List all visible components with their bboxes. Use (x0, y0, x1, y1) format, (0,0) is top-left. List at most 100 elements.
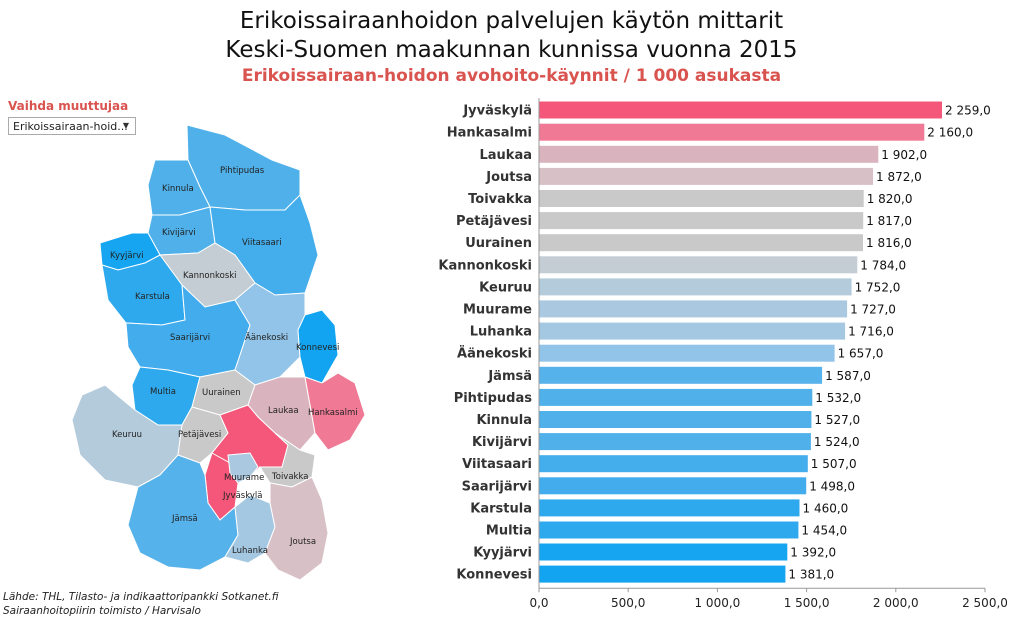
category-label: Pihtipudas (454, 391, 533, 406)
x-tick-label: 1 000,0 (694, 596, 740, 610)
map-region-muurame[interactable] (227, 452, 259, 484)
dropdown-value: Erikoissairaan-hoid... (13, 120, 128, 133)
bar[interactable] (539, 366, 823, 384)
map-label: Kyyjärvi (110, 251, 143, 261)
bar[interactable] (539, 344, 835, 362)
data-label: 1 498,0 (809, 479, 855, 493)
bar[interactable] (539, 388, 813, 406)
bar[interactable] (539, 543, 788, 561)
data-label: 1 784,0 (860, 258, 906, 272)
bar[interactable] (539, 477, 807, 495)
map-label: Saarijärvi (170, 333, 210, 343)
category-label: Saarijärvi (462, 479, 532, 494)
bar[interactable] (539, 322, 846, 340)
bar[interactable] (539, 499, 800, 517)
bar[interactable] (539, 278, 852, 296)
x-tick-label: 1 500,0 (784, 596, 830, 610)
category-label: Toivakka (468, 192, 532, 207)
category-label: Kyyjärvi (473, 546, 532, 561)
category-label: Muurame (463, 302, 532, 317)
map-label: Multia (150, 387, 176, 397)
data-label: 1 872,0 (876, 170, 922, 184)
map-label: Pihtipudas (220, 166, 265, 176)
category-label: Petäjävesi (456, 214, 532, 229)
category-label: Äänekoski (457, 346, 532, 362)
category-label: Kivijärvi (472, 435, 532, 450)
category-label: Joutsa (485, 170, 532, 185)
category-label: Multia (486, 524, 532, 539)
bar[interactable] (539, 145, 879, 163)
data-label: 1 460,0 (803, 501, 849, 515)
x-tick-label: 2 000,0 (873, 596, 919, 610)
bar[interactable] (539, 234, 863, 252)
data-label: 1 527,0 (814, 413, 860, 427)
bar[interactable] (539, 256, 858, 274)
category-label: Hankasalmi (447, 126, 532, 141)
map-label: Karstula (135, 292, 170, 302)
bar[interactable] (539, 167, 873, 185)
chart-title-line2: Keski-Suomen maakunnan kunnissa vuonna 2… (225, 37, 798, 63)
data-label: 1 381,0 (788, 568, 834, 582)
map-label: Äänekoski (245, 332, 288, 343)
category-label: Laukaa (479, 148, 532, 163)
data-label: 1 524,0 (814, 435, 860, 449)
bar[interactable] (539, 300, 848, 318)
bar[interactable] (539, 521, 799, 539)
map-label: Luhanka (232, 546, 268, 556)
data-label: 1 507,0 (811, 457, 857, 471)
source-note-line1: Lähde: THL, Tilasto- ja indikaattoripank… (3, 591, 279, 603)
map-label: Jyväskylä (222, 491, 262, 501)
map-label: Konnevesi (296, 343, 339, 353)
category-label: Viitasaari (462, 457, 532, 472)
map-label: Toivakka (271, 472, 308, 482)
category-label: Karstula (470, 501, 532, 516)
data-label: 1 587,0 (825, 369, 871, 383)
data-label: 1 532,0 (815, 391, 861, 405)
bar[interactable] (539, 433, 811, 451)
data-label: 1 716,0 (848, 325, 894, 339)
data-label: 1 817,0 (866, 214, 912, 228)
map-label: Laukaa (268, 406, 299, 416)
map-region-joutsa[interactable] (264, 476, 329, 581)
source-note-line2: Sairaanhoitopiirin toimisto / Harvisalo (3, 605, 201, 617)
data-label: 1 902,0 (881, 148, 927, 162)
variable-dropdown[interactable]: Erikoissairaan-hoid... ▼ (8, 117, 136, 135)
category-label: Konnevesi (456, 568, 532, 583)
category-label: Keuruu (479, 280, 532, 295)
bar[interactable] (539, 123, 925, 141)
data-label: 1 392,0 (790, 546, 836, 560)
bar[interactable] (539, 565, 786, 583)
selector-label: Vaihda muuttujaa (8, 99, 129, 113)
bar[interactable] (539, 455, 808, 473)
data-label: 1 816,0 (866, 236, 912, 250)
map-label: Petäjävesi (178, 430, 221, 440)
data-label: 1 752,0 (855, 280, 901, 294)
category-label: Jyväskylä (462, 104, 532, 119)
data-label: 2 259,0 (945, 104, 991, 118)
map-label: Jämsä (171, 514, 198, 524)
data-label: 1 727,0 (850, 302, 896, 316)
category-label: Kinnula (476, 413, 532, 428)
map-label: Kivijärvi (162, 228, 196, 238)
data-label: 1 454,0 (801, 524, 847, 538)
map-label: Muurame (224, 473, 264, 483)
bar[interactable] (539, 411, 812, 428)
bar[interactable] (539, 101, 942, 119)
x-tick-label: 2 500,0 (962, 596, 1008, 610)
map-label: Viitasaari (242, 238, 282, 248)
bar[interactable] (539, 212, 864, 230)
municipality-map: Pihtipudas Kinnula Kivijärvi Viitasaari … (71, 124, 366, 581)
map-label: Hankasalmi (308, 408, 358, 418)
map-label: Kinnula (162, 184, 194, 194)
bar[interactable] (539, 190, 864, 207)
data-label: 1 820,0 (867, 192, 913, 206)
data-label: 1 657,0 (838, 347, 884, 361)
category-label: Jämsä (487, 369, 532, 384)
data-label: 2 160,0 (927, 126, 973, 140)
map-region-hankasalmi[interactable] (304, 372, 366, 451)
map-label: Uurainen (202, 388, 241, 398)
chart-subtitle: Erikoissairaan-hoidon avohoito-käynnit /… (241, 66, 782, 86)
triangle-down-icon[interactable]: ▼ (122, 121, 129, 130)
map-label: Kannonkoski (183, 271, 237, 281)
